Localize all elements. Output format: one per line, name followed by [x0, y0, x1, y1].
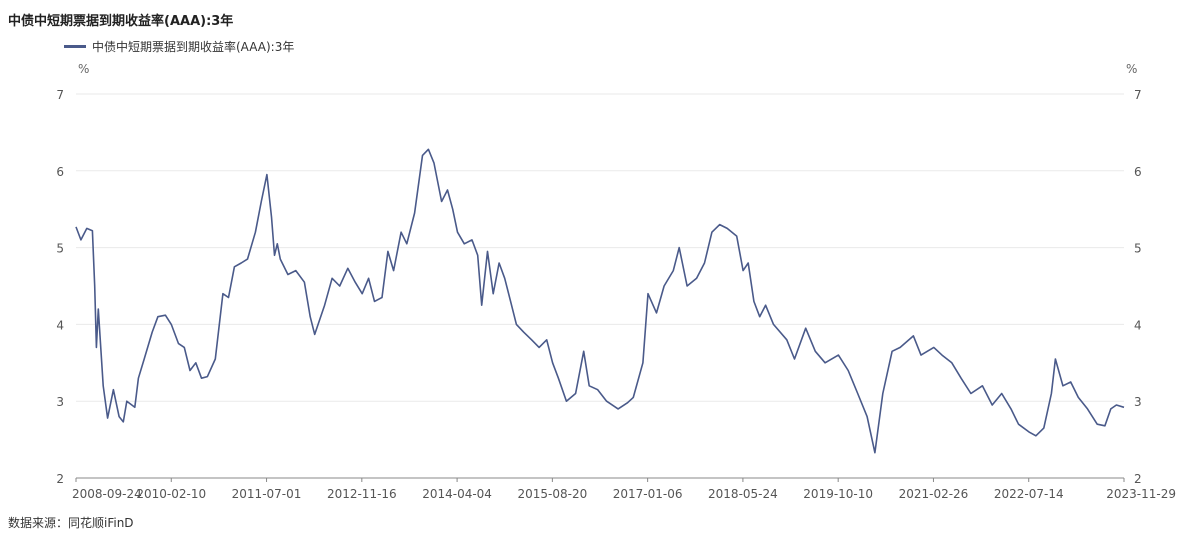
x-tick-2023-11-29: 2023-11-29 [1106, 487, 1176, 501]
left-axis-unit: % [78, 62, 90, 76]
x-tick-2021-02-26: 2021-02-26 [899, 487, 969, 501]
y-tick-left-7: 7 [56, 88, 64, 102]
x-tick-2022-07-14: 2022-07-14 [994, 487, 1064, 501]
x-tick-2008-09-24: 2008-09-24 [72, 487, 142, 501]
data-source: 数据来源：同花顺iFinD [8, 516, 134, 530]
y-tick-right-5: 5 [1134, 242, 1142, 256]
y-tick-right-4: 4 [1134, 318, 1142, 332]
y-tick-left-6: 6 [56, 165, 64, 179]
series-line-0 [75, 148, 1125, 454]
right-axis-unit: % [1126, 62, 1138, 76]
x-tick-2017-01-06: 2017-01-06 [613, 487, 683, 501]
x-tick-2019-10-10: 2019-10-10 [803, 487, 873, 501]
y-tick-right-7: 7 [1134, 88, 1142, 102]
x-tick-2012-11-16: 2012-11-16 [327, 487, 397, 501]
x-tick-2010-02-10: 2010-02-10 [136, 487, 206, 501]
x-tick-2018-05-24: 2018-05-24 [708, 487, 778, 501]
legend-line-swatch [64, 45, 86, 48]
x-tick-2015-08-20: 2015-08-20 [517, 487, 587, 501]
x-tick-2014-04-04: 2014-04-04 [422, 487, 492, 501]
legend-label: 中债中短期票据到期收益率(AAA):3年 [92, 40, 295, 54]
y-tick-right-2: 2 [1134, 472, 1142, 486]
chart-title: 中债中短期票据到期收益率(AAA):3年 [8, 14, 234, 29]
y-tick-right-6: 6 [1134, 165, 1142, 179]
x-tick-2011-07-01: 2011-07-01 [232, 487, 302, 501]
y-tick-left-4: 4 [56, 318, 64, 332]
y-tick-left-5: 5 [56, 242, 64, 256]
y-tick-left-3: 3 [56, 395, 64, 409]
chart-legend: 中债中短期票据到期收益率(AAA):3年 [64, 38, 294, 55]
y-tick-right-3: 3 [1134, 395, 1142, 409]
y-tick-left-2: 2 [56, 472, 64, 486]
